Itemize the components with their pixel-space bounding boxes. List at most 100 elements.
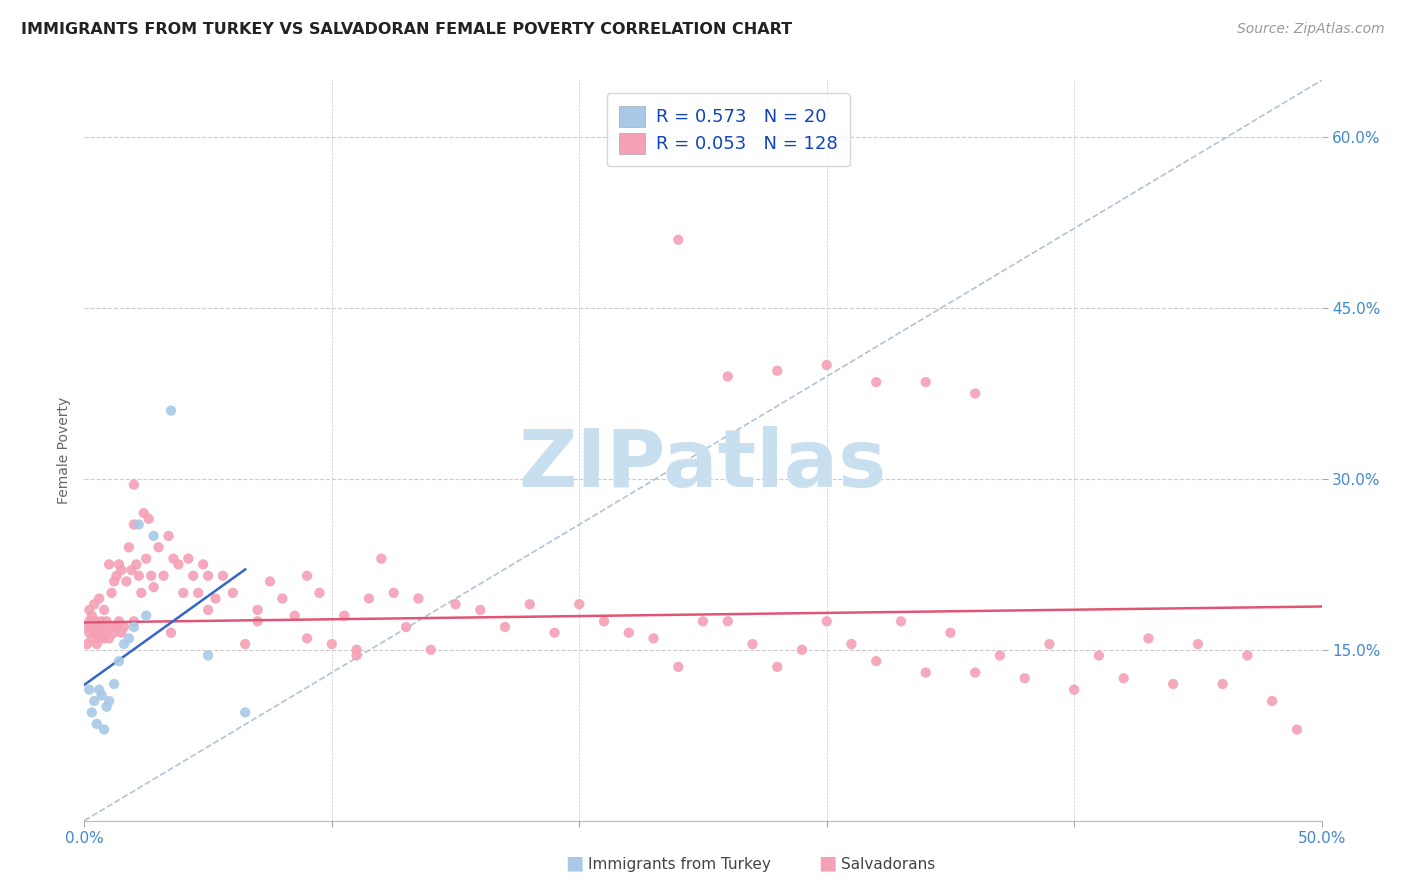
Point (865, 654, 887, 668)
Point (197, 648, 219, 663)
Point (141, 568, 163, 582)
Point (519, 597, 541, 611)
Point (148, 541, 170, 555)
Text: Source: ZipAtlas.com: Source: ZipAtlas.com (1237, 22, 1385, 37)
Point (129, 586, 152, 600)
Point (666, 233, 689, 247)
Text: ■: ■ (565, 854, 583, 872)
Point (79, 615, 101, 629)
Point (80, 620, 103, 634)
Point (246, 615, 269, 629)
Point (160, 403, 183, 417)
Point (246, 603, 269, 617)
Point (643, 632, 665, 646)
Point (122, 517, 145, 532)
Point (444, 597, 467, 611)
Point (112, 637, 135, 651)
Point (167, 558, 190, 572)
Point (83, 694, 105, 708)
Point (233, 706, 256, 720)
Point (135, 551, 157, 566)
Point (815, 615, 838, 629)
Point (295, 568, 318, 582)
Point (100, 620, 122, 634)
Point (370, 551, 392, 566)
Point (118, 541, 141, 555)
Point (80, 608, 103, 623)
Point (93, 723, 115, 737)
Point (142, 529, 165, 543)
Point (115, 574, 138, 589)
Point (965, 665, 987, 680)
Y-axis label: Female Poverty: Female Poverty (58, 397, 72, 504)
Point (1137, 632, 1160, 646)
Point (128, 568, 150, 582)
Point (1063, 682, 1085, 697)
Point (717, 615, 740, 629)
Point (181, 568, 204, 582)
Point (1088, 648, 1111, 663)
Text: ZIPatlas: ZIPatlas (519, 426, 887, 504)
Point (90, 689, 112, 703)
Point (295, 632, 318, 646)
Point (308, 586, 330, 600)
Point (96, 615, 118, 629)
Point (76, 637, 98, 651)
Point (1112, 671, 1135, 685)
Point (138, 512, 160, 526)
Point (79, 625, 101, 640)
Point (83, 597, 105, 611)
Point (93, 620, 115, 634)
Point (93, 632, 115, 646)
Text: Immigrants from Turkey: Immigrants from Turkey (588, 857, 770, 872)
Point (122, 620, 145, 634)
Point (939, 625, 962, 640)
Point (162, 551, 184, 566)
Point (568, 597, 591, 611)
Point (98, 558, 121, 572)
Point (86, 615, 108, 629)
Point (222, 586, 245, 600)
Point (172, 586, 194, 600)
Point (395, 620, 418, 634)
Point (965, 386, 987, 401)
Point (1014, 671, 1036, 685)
Point (103, 574, 125, 589)
Point (321, 637, 343, 651)
Point (865, 375, 887, 389)
Point (419, 642, 441, 657)
Point (103, 677, 125, 691)
Point (815, 358, 838, 372)
Point (98, 694, 121, 708)
Point (346, 642, 368, 657)
Point (135, 608, 157, 623)
Point (357, 591, 380, 606)
Point (142, 580, 165, 594)
Point (89, 682, 111, 697)
Point (108, 558, 131, 572)
Point (988, 648, 1011, 663)
Point (346, 648, 368, 663)
Legend: R = 0.573   N = 20, R = 0.053   N = 128: R = 0.573 N = 20, R = 0.053 N = 128 (607, 93, 851, 166)
Point (83, 615, 105, 629)
Point (766, 364, 789, 378)
Point (717, 369, 740, 384)
Point (79, 682, 101, 697)
Point (122, 477, 145, 491)
Point (122, 615, 145, 629)
Point (118, 632, 141, 646)
Point (132, 506, 155, 520)
Point (1038, 637, 1060, 651)
Point (157, 529, 180, 543)
Point (1285, 723, 1308, 737)
Point (233, 637, 256, 651)
Point (191, 558, 214, 572)
Point (766, 660, 789, 674)
Point (1161, 677, 1184, 691)
Point (86, 637, 108, 651)
Text: Salvadorans: Salvadorans (841, 857, 935, 872)
Point (841, 637, 863, 651)
Point (1261, 694, 1284, 708)
Point (89, 591, 111, 606)
Text: ■: ■ (818, 854, 837, 872)
